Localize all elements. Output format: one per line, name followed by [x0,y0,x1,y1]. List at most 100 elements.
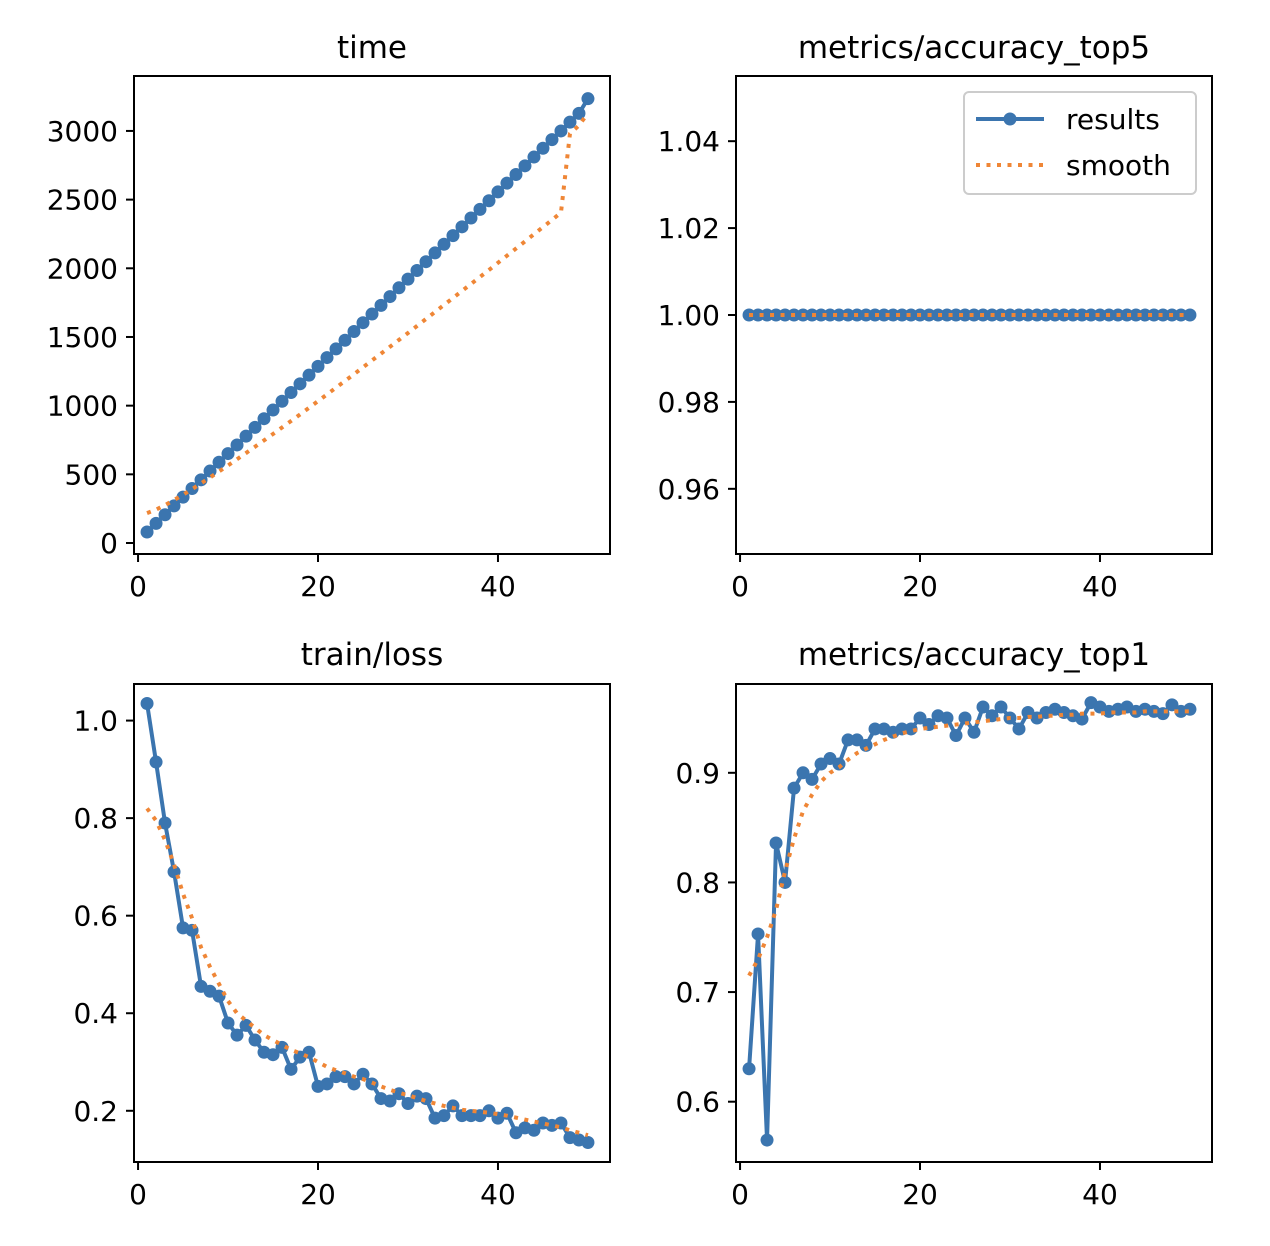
data-point [868,722,882,736]
data-point [886,308,900,322]
data-point [581,1135,595,1149]
data-point [1147,308,1161,322]
y-tick-label: 1000 [47,390,118,423]
data-point [392,1087,406,1101]
data-point [769,308,783,322]
data-point [751,927,765,941]
data-point [1012,722,1026,736]
chart-title: metrics/accuracy_top5 [798,30,1150,66]
data-point [976,700,990,714]
data-point [338,333,352,347]
data-point [383,290,397,304]
chart-title: train/loss [301,637,443,673]
data-point [320,1077,334,1091]
y-tick-label: 0.96 [658,473,720,506]
data-point [500,176,514,190]
x-tick-label: 0 [129,570,147,603]
legend-results-label: results [1066,103,1160,136]
data-point [1021,308,1035,322]
data-point [419,1092,433,1106]
data-point [221,1016,235,1030]
data-point [1075,712,1089,726]
data-point [760,1133,774,1147]
data-point [401,272,415,286]
chart-title: time [337,30,407,66]
data-point [814,308,828,322]
data-point [994,700,1008,714]
data-point [581,92,595,106]
data-point [841,308,855,322]
data-point [967,308,981,322]
x-tick-label: 0 [731,570,749,603]
y-tick-label: 2000 [47,252,118,285]
data-point [221,447,235,461]
data-point [545,133,559,147]
data-point [913,711,927,725]
axes-frame [133,75,611,555]
plot-area [140,92,595,539]
data-point [257,412,271,426]
data-point [1012,308,1026,322]
data-point [374,298,388,312]
data-point [365,307,379,321]
chart-panel-4: metrics/accuracy_top1 0 20 40 0.6 0.7 0.8 0.9 [675,637,1213,1211]
data-point [329,342,343,356]
data-point [877,308,891,322]
data-point [904,308,918,322]
data-point [1183,702,1197,716]
x-tick-label: 20 [902,1178,938,1211]
data-point [455,220,469,234]
data-point [383,1094,397,1108]
data-point [149,516,163,530]
data-point [437,237,451,251]
plot-area [140,697,595,1149]
data-point [284,1062,298,1076]
data-point [760,308,774,322]
data-point [329,1070,343,1084]
data-point [572,106,586,120]
data-point [158,816,172,830]
data-point [347,324,361,338]
y-tick-label: 1500 [47,321,118,354]
data-point [149,755,163,769]
data-point [509,167,523,181]
axes-frame [735,683,1213,1163]
x-tick-label: 20 [902,570,938,603]
data-point [293,377,307,391]
y-tick-label: 0.8 [73,802,118,835]
data-point [491,185,505,199]
y-tick-label: 0 [100,527,118,560]
y-tick-label: 0.6 [73,900,118,933]
data-point [994,308,1008,322]
data-point [167,499,181,513]
x-tick-label: 40 [1082,570,1118,603]
data-point [356,316,370,330]
data-point [769,836,783,850]
chart-panel-1: time 0 20 40 0 500 1000 1500 2000 2500 3000 [47,30,611,603]
y-tick-label: 0.6 [675,1086,720,1119]
data-point [563,115,577,129]
data-point [248,420,262,434]
x-tick-label: 20 [300,570,336,603]
data-point [1165,698,1179,712]
data-point [527,150,541,164]
data-point [940,308,954,322]
plot-area [742,308,1197,322]
data-point [796,766,810,780]
y-tick-label: 0.8 [675,866,720,899]
series-line-smooth [145,807,589,1138]
data-point [859,738,873,752]
data-point [482,194,496,208]
series-line-smooth [146,111,590,515]
data-point [1156,308,1170,322]
data-point [455,1109,469,1123]
y-tick-label: 1.0 [73,705,118,738]
data-point [1093,308,1107,322]
data-point [805,308,819,322]
data-point [1183,308,1197,322]
y-tick-label: 3000 [47,115,118,148]
data-point [392,281,406,295]
data-point [518,159,532,173]
